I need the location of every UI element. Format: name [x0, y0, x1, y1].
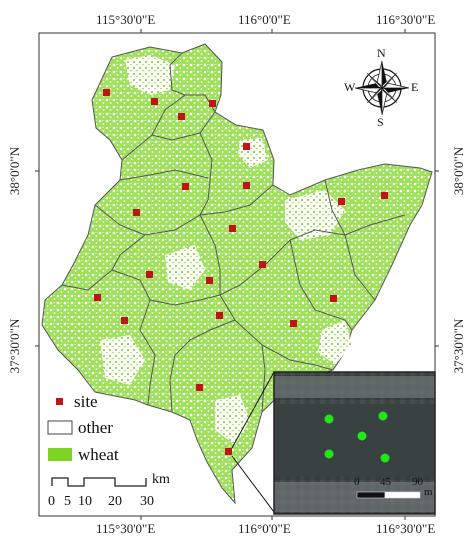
scale-tick-0: 0 — [48, 494, 55, 509]
site-markers — [94, 89, 388, 455]
legend-other-label: other — [78, 418, 113, 437]
inset-image — [273, 371, 436, 515]
compass-rose — [354, 60, 410, 116]
site-marker — [151, 98, 158, 105]
site-marker — [196, 384, 203, 391]
site-marker — [121, 317, 128, 324]
compass-n-label: N — [377, 46, 386, 60]
scale-unit-km: km — [152, 472, 170, 487]
legend-wheat-symbol — [48, 448, 72, 461]
compass-s-label: S — [377, 115, 384, 129]
inset-sample-points — [324, 411, 390, 463]
graticule-ticks — [35, 29, 439, 520]
site-marker — [243, 143, 250, 150]
inset-scale-tick-0: 0 — [354, 476, 360, 488]
sample-point — [380, 453, 390, 463]
site-marker — [216, 312, 223, 319]
site-marker — [229, 225, 236, 232]
site-marker — [338, 198, 345, 205]
site-marker — [178, 113, 185, 120]
site-marker — [182, 183, 189, 190]
site-marker — [381, 192, 388, 199]
legend-site-symbol — [56, 398, 63, 405]
coord-label-top-1: 115°30'0"E — [96, 12, 156, 27]
county-boundaries — [61, 52, 406, 413]
sample-point — [324, 449, 334, 459]
km-scale-bar — [51, 477, 147, 487]
coord-label-left-2: 37°30'0"N — [7, 318, 22, 374]
site-marker — [290, 320, 297, 327]
coord-label-left-1: 38°0'0"N — [7, 146, 22, 196]
site-marker — [243, 182, 250, 189]
site-marker — [330, 295, 337, 302]
site-marker — [103, 89, 110, 96]
site-marker — [209, 100, 216, 107]
coord-label-bottom-3: 116°30'0"E — [376, 521, 436, 536]
site-marker — [133, 209, 140, 216]
legend-wheat-label: wheat — [78, 445, 119, 464]
inset-scale-bar — [356, 491, 421, 499]
compass-w-label: W — [344, 80, 356, 94]
sample-point — [378, 411, 388, 421]
legend — [47, 398, 73, 461]
inset-leader-lines — [231, 371, 275, 513]
non-wheat-patches — [100, 55, 352, 445]
scale-tick-10: 10 — [78, 494, 92, 509]
site-marker — [146, 271, 153, 278]
legend-other-symbol — [47, 420, 73, 435]
scale-tick-20: 20 — [108, 494, 122, 509]
coord-label-right-1: 38°0'0"N — [451, 146, 466, 196]
coord-label-right-2: 37°30'0"N — [451, 318, 466, 374]
coord-label-bottom-1: 115°30'0"E — [96, 521, 156, 536]
legend-site-label: site — [74, 392, 98, 411]
inset-scale-tick-90: 90 — [412, 476, 423, 488]
site-marker — [206, 277, 213, 284]
coord-label-bottom-2: 116°0'0"E — [238, 521, 291, 536]
inset-scale-unit: m — [424, 486, 433, 498]
site-marker — [259, 261, 266, 268]
sample-point — [324, 414, 334, 424]
sample-point — [357, 431, 367, 441]
scale-tick-5: 5 — [64, 494, 71, 509]
site-marker — [225, 448, 232, 455]
inset-scale-tick-45: 45 — [380, 476, 391, 488]
site-marker — [94, 294, 101, 301]
scale-tick-30: 30 — [140, 494, 154, 509]
coord-label-top-3: 116°30'0"E — [376, 12, 436, 27]
coord-label-top-2: 116°0'0"E — [238, 12, 291, 27]
compass-e-label: E — [411, 80, 419, 94]
